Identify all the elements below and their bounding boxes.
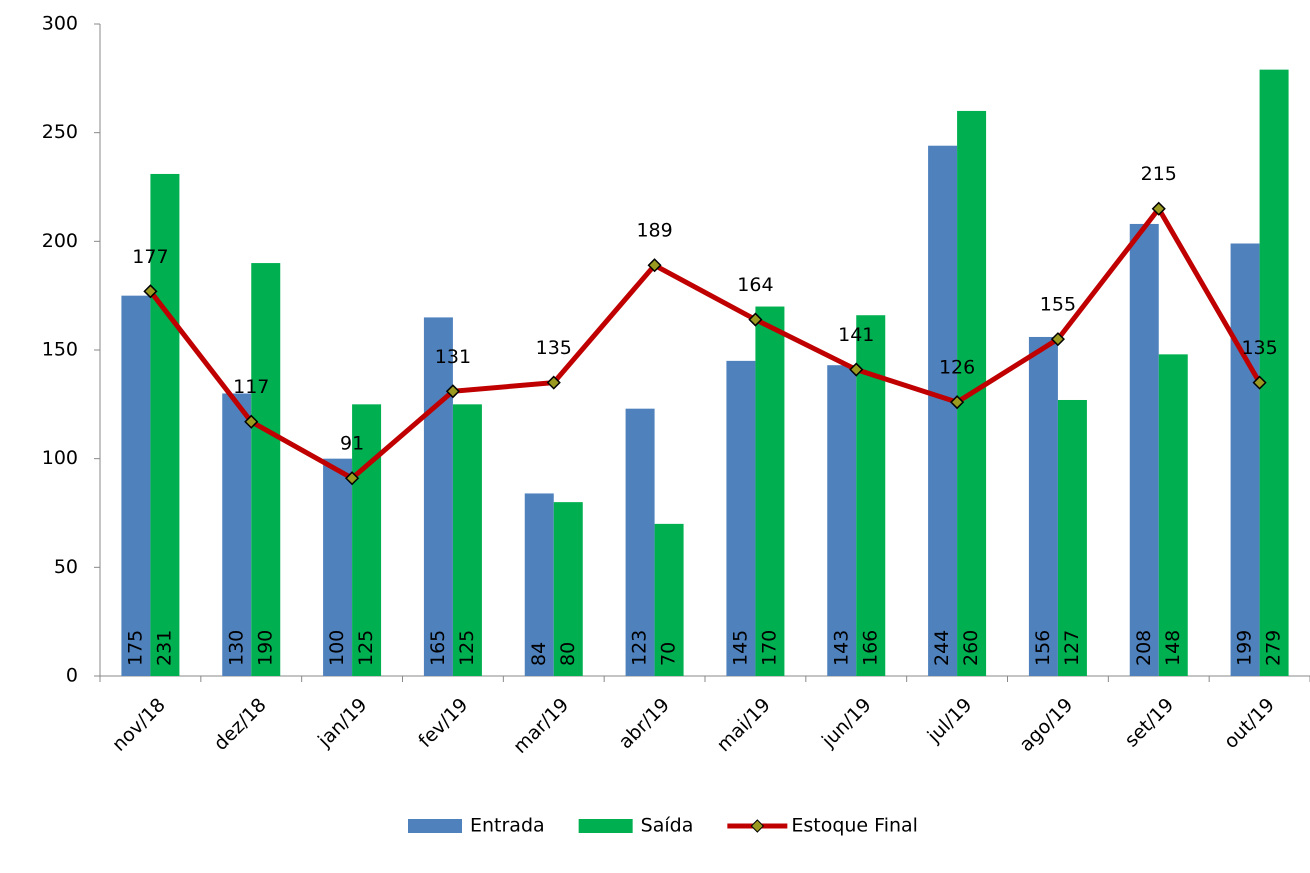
bar-value-label: 130 bbox=[225, 630, 247, 666]
bar bbox=[654, 523, 684, 676]
bar bbox=[1158, 354, 1188, 676]
marker bbox=[445, 384, 460, 399]
y-tick-label: 300 bbox=[42, 13, 78, 35]
line-value-label: 135 bbox=[1241, 337, 1277, 359]
x-tick-label: mai/19 bbox=[713, 694, 775, 756]
y-tick-label: 200 bbox=[42, 230, 78, 252]
bar-value-label: 123 bbox=[629, 630, 651, 666]
x-tick-label: out/19 bbox=[1220, 694, 1279, 753]
bar bbox=[755, 306, 785, 676]
bar bbox=[222, 393, 252, 676]
line-value-label: 135 bbox=[536, 337, 572, 359]
bar-value-label: 80 bbox=[557, 642, 579, 666]
bar bbox=[625, 408, 655, 676]
legend-swatch bbox=[408, 819, 462, 833]
bar-value-label: 199 bbox=[1234, 630, 1256, 666]
bar bbox=[1129, 223, 1159, 677]
bar-value-label: 70 bbox=[658, 642, 680, 666]
y-tick-label: 150 bbox=[42, 339, 78, 361]
legend-label: Entrada bbox=[470, 815, 545, 837]
bar bbox=[251, 263, 281, 676]
bar-value-label: 175 bbox=[124, 630, 146, 666]
x-tick-label: set/19 bbox=[1120, 694, 1178, 752]
x-tick-label: ago/19 bbox=[1015, 694, 1077, 756]
bar-value-label: 170 bbox=[758, 630, 780, 666]
legend-marker bbox=[750, 819, 765, 833]
line-value-label: 164 bbox=[737, 274, 773, 296]
legend-swatch bbox=[578, 819, 633, 833]
bar bbox=[1028, 336, 1058, 676]
bar-value-label: 279 bbox=[1263, 630, 1285, 666]
marker bbox=[1252, 375, 1267, 390]
bar bbox=[121, 295, 151, 676]
bar-value-label: 156 bbox=[1032, 630, 1054, 666]
bar-value-label: 127 bbox=[1061, 630, 1083, 666]
marker bbox=[950, 395, 965, 410]
legend-label: Saída bbox=[641, 815, 694, 837]
x-tick-label: dez/18 bbox=[210, 694, 271, 755]
legend-label: Estoque Final bbox=[791, 815, 918, 837]
x-tick-label: jun/19 bbox=[817, 694, 876, 753]
bar-value-label: 125 bbox=[355, 630, 377, 666]
bar-value-label: 143 bbox=[830, 630, 852, 666]
y-tick-label: 100 bbox=[42, 447, 78, 469]
line-value-label: 155 bbox=[1040, 294, 1076, 316]
bar-value-label: 125 bbox=[456, 630, 478, 666]
marker bbox=[647, 258, 662, 273]
line-value-label: 189 bbox=[636, 220, 672, 242]
marker bbox=[345, 471, 360, 486]
line-value-label: 215 bbox=[1141, 163, 1177, 185]
marker bbox=[1050, 332, 1065, 347]
line-value-label: 131 bbox=[435, 346, 471, 368]
marker bbox=[546, 375, 561, 390]
x-tick-label: abr/19 bbox=[615, 694, 674, 753]
bar-value-label: 231 bbox=[153, 630, 175, 666]
bar-value-label: 208 bbox=[1133, 630, 1155, 666]
line-value-label: 91 bbox=[340, 433, 364, 455]
y-tick-label: 0 bbox=[66, 665, 78, 687]
x-tick-label: mar/19 bbox=[509, 694, 573, 758]
y-tick-label: 250 bbox=[42, 121, 78, 143]
bar-value-label: 148 bbox=[1162, 630, 1184, 666]
bar-value-label: 190 bbox=[254, 630, 276, 666]
bar bbox=[423, 317, 453, 676]
line-value-label: 177 bbox=[132, 246, 168, 268]
marker bbox=[748, 312, 763, 327]
x-tick-label: fev/19 bbox=[414, 694, 472, 752]
bar-value-label: 260 bbox=[960, 630, 982, 666]
line-value-label: 126 bbox=[939, 357, 975, 379]
bar-value-label: 165 bbox=[427, 630, 449, 666]
bar-value-label: 84 bbox=[528, 642, 550, 666]
bar bbox=[1259, 69, 1289, 676]
bar bbox=[352, 404, 382, 676]
bar-value-label: 166 bbox=[859, 630, 881, 666]
bar bbox=[323, 458, 353, 676]
bar bbox=[928, 145, 958, 676]
marker bbox=[1151, 201, 1166, 216]
bar-value-label: 145 bbox=[729, 630, 751, 666]
marker bbox=[849, 362, 864, 377]
bar bbox=[524, 493, 554, 676]
bar bbox=[553, 502, 583, 676]
line-value-label: 117 bbox=[233, 376, 269, 398]
line bbox=[148, 204, 1262, 482]
x-tick-label: jul/19 bbox=[923, 694, 977, 748]
bar bbox=[827, 365, 857, 676]
x-tick-label: nov/18 bbox=[108, 694, 170, 756]
bar bbox=[150, 173, 180, 676]
marker bbox=[244, 414, 259, 429]
bar bbox=[1057, 399, 1087, 676]
x-tick-label: jan/19 bbox=[313, 694, 371, 752]
y-tick-label: 50 bbox=[54, 556, 78, 578]
bar bbox=[1230, 243, 1260, 677]
bar-value-label: 244 bbox=[931, 630, 953, 666]
line-value-label: 141 bbox=[838, 324, 874, 346]
bar bbox=[452, 404, 482, 676]
bar-value-label: 100 bbox=[326, 630, 348, 666]
marker bbox=[143, 284, 158, 299]
bar bbox=[726, 360, 756, 676]
